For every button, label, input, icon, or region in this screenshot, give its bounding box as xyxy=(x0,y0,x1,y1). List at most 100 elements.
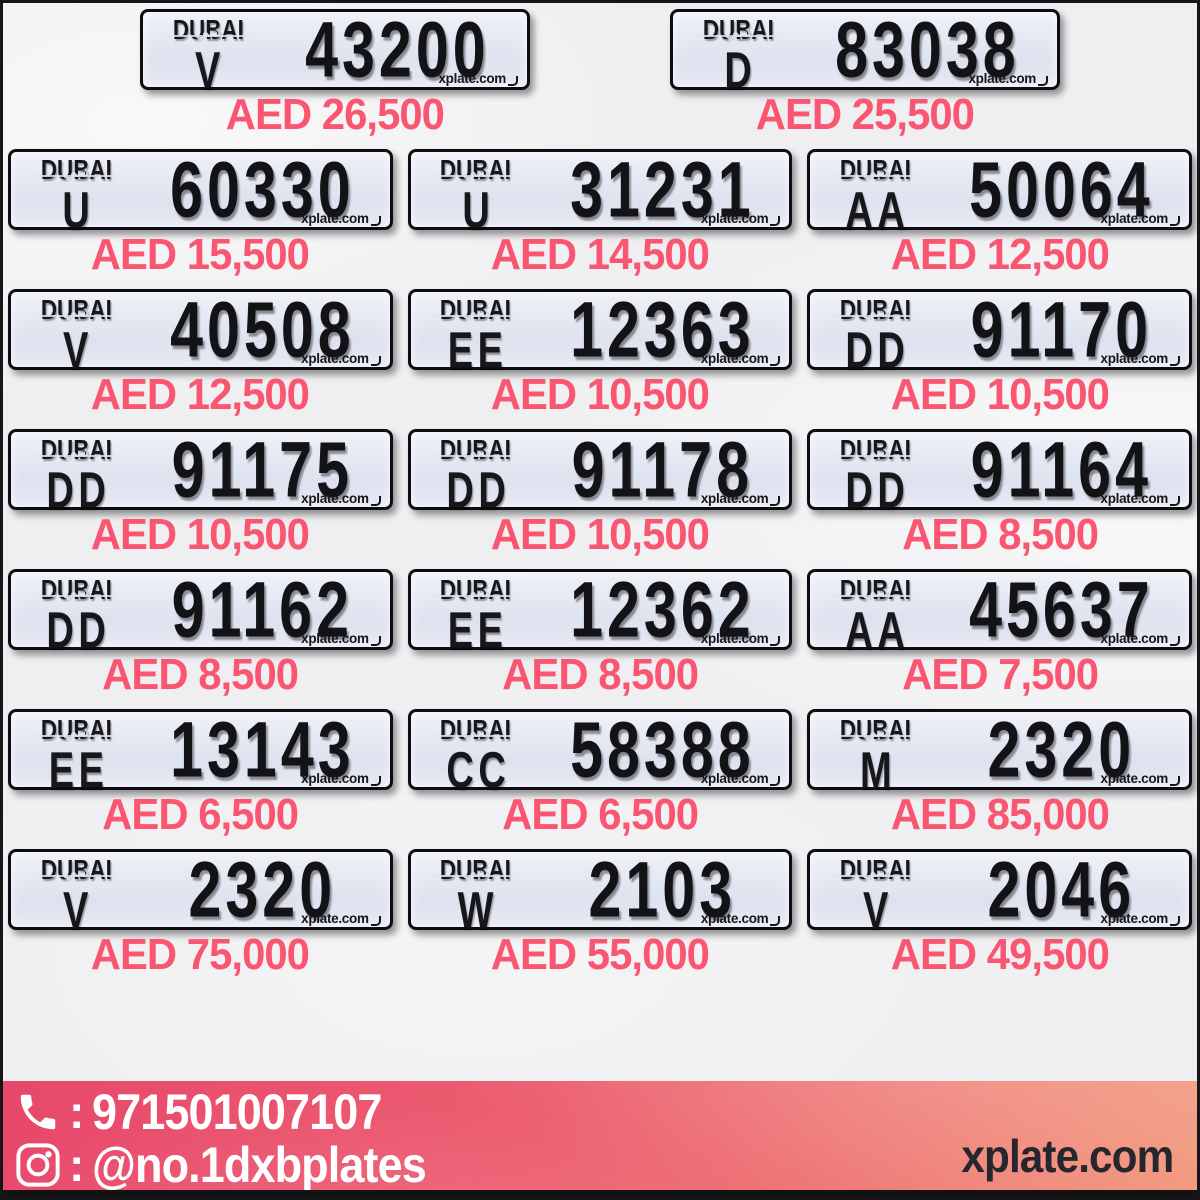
plate-listing: DUBAI دبي DD 91170 xplate.com AED 10,500 xyxy=(807,286,1193,419)
plate-watermark: xplate.com xyxy=(1100,211,1180,226)
license-plate: DUBAI دبي V 43200 xplate.com xyxy=(140,6,530,95)
price-label: AED 49,500 xyxy=(890,930,1110,979)
plate-watermark: xplate.com xyxy=(701,631,781,646)
price-label: AED 10,500 xyxy=(91,510,310,559)
price-label: AED 10,500 xyxy=(490,510,710,559)
plate-left-block: DUBAI دبي U xyxy=(11,152,141,235)
plate-watermark: xplate.com xyxy=(301,491,381,506)
plate-left-block: DUBAI دبي U xyxy=(411,152,541,235)
price-label: AED 6,500 xyxy=(502,790,699,839)
dubai-logo-latin: DUBAI xyxy=(839,154,911,185)
plate-code: AA xyxy=(845,601,910,659)
instagram-handle: @no.1dxbplates xyxy=(92,1136,427,1193)
plate-left-block: DUBAI دبي V xyxy=(11,292,141,375)
plate-listing: DUBAI دبي V 40508 xplate.com AED 12,500 xyxy=(8,286,393,419)
price-label: AED 8,500 xyxy=(901,510,1099,559)
plate-left-block: DUBAI دبي EE xyxy=(411,572,541,656)
plate-watermark: xplate.com xyxy=(701,911,781,926)
license-plate: DUBAI دبي DD 91170 xplate.com xyxy=(807,286,1193,375)
phone-icon xyxy=(13,1089,63,1135)
price-label: AED 55,000 xyxy=(490,930,710,979)
plate-watermark: xplate.com xyxy=(1100,631,1180,646)
plate-watermark: xplate.com xyxy=(1100,771,1180,786)
price-label: AED 15,500 xyxy=(91,230,310,279)
plate-listing: DUBAI دبي DD 91162 xplate.com AED 8,500 xyxy=(8,566,393,699)
plate-left-block: DUBAI دبي DD xyxy=(11,572,141,656)
plate-watermark: xplate.com xyxy=(301,911,381,926)
plate-code: V xyxy=(195,41,226,99)
dubai-logo-latin: DUBAI xyxy=(40,294,112,325)
license-plate: DUBAI دبي DD 91164 xplate.com xyxy=(807,426,1193,516)
plate-listing: DUBAI دبي U 31231 xplate.com AED 14,500 xyxy=(407,146,793,279)
license-plate: DUBAI دبي EE 12362 xplate.com xyxy=(407,566,793,656)
plate-code: V xyxy=(63,881,94,939)
plate-listing: DUBAI دبي AA 50064 xplate.com AED 12,500 xyxy=(807,146,1193,277)
plate-listing: DUBAI دبي W 2103 xplate.com AED 55,000 xyxy=(407,846,793,979)
plate-watermark: xplate.com xyxy=(1100,351,1180,366)
price-label: AED 7,500 xyxy=(901,650,1099,699)
plate-watermark: xplate.com xyxy=(301,351,381,366)
dubai-logo-latin: DUBAI xyxy=(839,434,911,465)
plate-left-block: DUBAI دبي AA xyxy=(810,572,940,656)
dubai-logo-latin: DUBAI xyxy=(702,14,774,45)
dubai-logo-latin: DUBAI xyxy=(839,854,911,885)
dubai-logo-latin: DUBAI xyxy=(40,714,112,745)
license-plate: DUBAI دبي V 2320 xplate.com xyxy=(8,846,393,936)
license-plate: DUBAI دبي M 2320 xplate.com xyxy=(807,706,1193,796)
dubai-logo-latin: DUBAI xyxy=(172,14,244,45)
price-label: AED 8,500 xyxy=(102,650,299,699)
plates-row: DUBAI دبي V 2320 xplate.com AED 75,000 D… xyxy=(3,846,1197,979)
license-plate: DUBAI دبي V 40508 xplate.com xyxy=(8,286,393,375)
plate-listing: DUBAI دبي AA 45637 xplate.com AED 7,500 xyxy=(807,566,1193,699)
plates-row: DUBAI دبي U 60330 xplate.com AED 15,500 … xyxy=(3,146,1197,279)
dubai-logo-latin: DUBAI xyxy=(40,574,112,605)
license-plate: DUBAI دبي EE 13143 xplate.com xyxy=(8,706,393,796)
plate-watermark: xplate.com xyxy=(701,351,781,366)
xplate-brand-text: xplate.com xyxy=(961,1130,1174,1182)
plate-code: EE xyxy=(448,601,508,659)
plate-watermark: xplate.com xyxy=(301,211,381,226)
license-plate: DUBAI دبي D 83038 xplate.com xyxy=(670,6,1060,95)
plate-watermark: xplate.com xyxy=(968,71,1048,86)
plate-left-block: DUBAI دبي DD xyxy=(11,432,141,516)
plate-watermark: xplate.com xyxy=(701,491,781,506)
price-label: AED 10,500 xyxy=(890,370,1110,419)
plate-listing: DUBAI دبي EE 12362 xplate.com AED 8,500 xyxy=(407,566,793,699)
plate-listing: DUBAI دبي U 60330 xplate.com AED 15,500 xyxy=(8,146,393,279)
plate-watermark: xplate.com xyxy=(701,211,781,226)
plate-listing: DUBAI دبي M 2320 xplate.com AED 85,000 xyxy=(807,706,1193,839)
plate-left-block: DUBAI دبي AA xyxy=(810,152,940,235)
plate-code: V xyxy=(862,881,893,939)
plate-watermark: xplate.com xyxy=(1100,911,1180,926)
plates-row: DUBAI دبي DD 91175 xplate.com AED 10,500… xyxy=(3,426,1197,559)
phone-separator: : xyxy=(69,1085,85,1138)
plate-watermark: xplate.com xyxy=(301,631,381,646)
background-area xyxy=(3,976,1197,1081)
dubai-logo-latin: DUBAI xyxy=(839,714,911,745)
plate-code: V xyxy=(63,321,94,379)
dubai-logo-latin: DUBAI xyxy=(40,854,112,885)
license-plate: DUBAI دبي DD 91162 xplate.com xyxy=(8,566,393,656)
plate-left-block: DUBAI دبي D xyxy=(673,12,803,95)
plates-row: DUBAI دبي DD 91162 xplate.com AED 8,500 … xyxy=(3,566,1197,699)
instagram-contact-line: : @no.1dxbplates xyxy=(3,1136,1197,1193)
plates-row: DUBAI دبي V 43200 xplate.com AED 26,500 … xyxy=(3,6,1197,137)
instagram-icon xyxy=(13,1141,63,1189)
plate-listing: DUBAI دبي EE 13143 xplate.com AED 6,500 xyxy=(8,706,393,837)
plate-code: M xyxy=(859,741,896,799)
plate-code: CC xyxy=(445,741,510,799)
dubai-logo-latin: DUBAI xyxy=(40,434,112,465)
plate-code: DD xyxy=(46,461,111,519)
instagram-separator: : xyxy=(69,1138,85,1191)
plate-code: U xyxy=(62,181,95,239)
dubai-logo-latin: DUBAI xyxy=(839,294,911,325)
plate-listing: DUBAI دبي D 83038 xplate.com AED 25,500 xyxy=(670,6,1060,137)
footer-contact-bar: : 971501007107 : @no.1dxbplates xplate.c… xyxy=(3,1081,1197,1197)
plate-watermark: xplate.com xyxy=(301,771,381,786)
price-label: AED 14,500 xyxy=(490,230,710,279)
price-label: AED 12,500 xyxy=(91,370,310,419)
price-label: AED 85,000 xyxy=(890,790,1110,839)
plate-watermark: xplate.com xyxy=(1100,491,1180,506)
dubai-logo-latin: DUBAI xyxy=(440,434,512,465)
price-label: AED 8,500 xyxy=(502,650,699,699)
